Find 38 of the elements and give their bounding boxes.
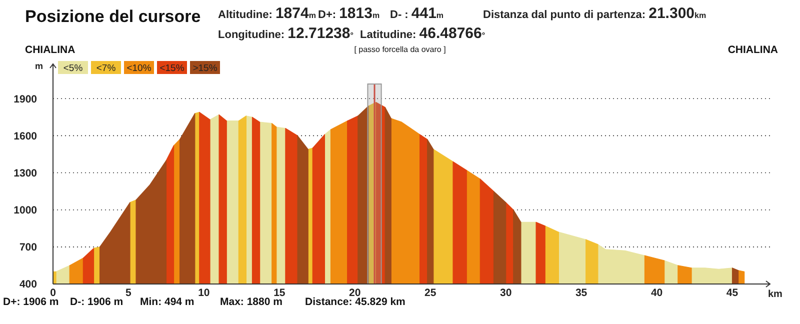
text: Longitudine: 12.71238° xyxy=(218,25,354,42)
text: <7% xyxy=(96,63,116,74)
y-tick-label: 700 xyxy=(19,242,38,254)
x-tick-label: 45 xyxy=(726,287,738,299)
text: Distance: 45.829 km xyxy=(305,296,406,308)
x-tick-label: 15 xyxy=(274,287,286,299)
y-tick-label: 1900 xyxy=(14,93,38,106)
y-axis-title: m xyxy=(35,61,44,71)
y-tick-label: 1600 xyxy=(14,130,38,142)
x-tick-label: 35 xyxy=(575,287,588,299)
x-tick-label: 40 xyxy=(650,287,663,299)
x-tick-label: 5 xyxy=(126,287,132,299)
x-tick-label: 0 xyxy=(50,287,56,299)
text: D+: 1813m xyxy=(318,5,380,22)
x-tick-label: 30 xyxy=(500,287,512,299)
y-tick-label: 1000 xyxy=(14,204,38,217)
text: <15% xyxy=(160,63,185,74)
text: D-: 1906 m xyxy=(70,296,124,308)
text: CHIALINA xyxy=(25,44,76,56)
x-axis-title: km xyxy=(768,289,783,300)
y-tick-label: 400 xyxy=(19,278,38,291)
text: D+: 1906 m xyxy=(3,296,59,308)
chart-title: Posizione del cursore xyxy=(25,7,201,26)
text: Distanza dal punto di partenza: 21.300km xyxy=(483,5,706,22)
text: [ passo forcella da ovaro ] xyxy=(354,45,446,54)
text: <10% xyxy=(126,63,152,74)
text: CHIALINA xyxy=(728,44,778,56)
y-tick-label: 1300 xyxy=(14,167,38,180)
x-tick-label: 20 xyxy=(349,287,361,299)
text: Altitudine: 1874m xyxy=(218,5,316,22)
x-tick-label: 10 xyxy=(198,287,210,299)
text: >15% xyxy=(192,63,218,74)
text: Min: 494 m xyxy=(140,296,194,308)
text: Max: 1880 m xyxy=(220,296,282,308)
x-tick-label: 25 xyxy=(424,287,436,299)
text: Latitudine: 46.48766° xyxy=(360,25,486,42)
text: D- : 441m xyxy=(390,5,444,22)
text: <5% xyxy=(63,63,84,74)
